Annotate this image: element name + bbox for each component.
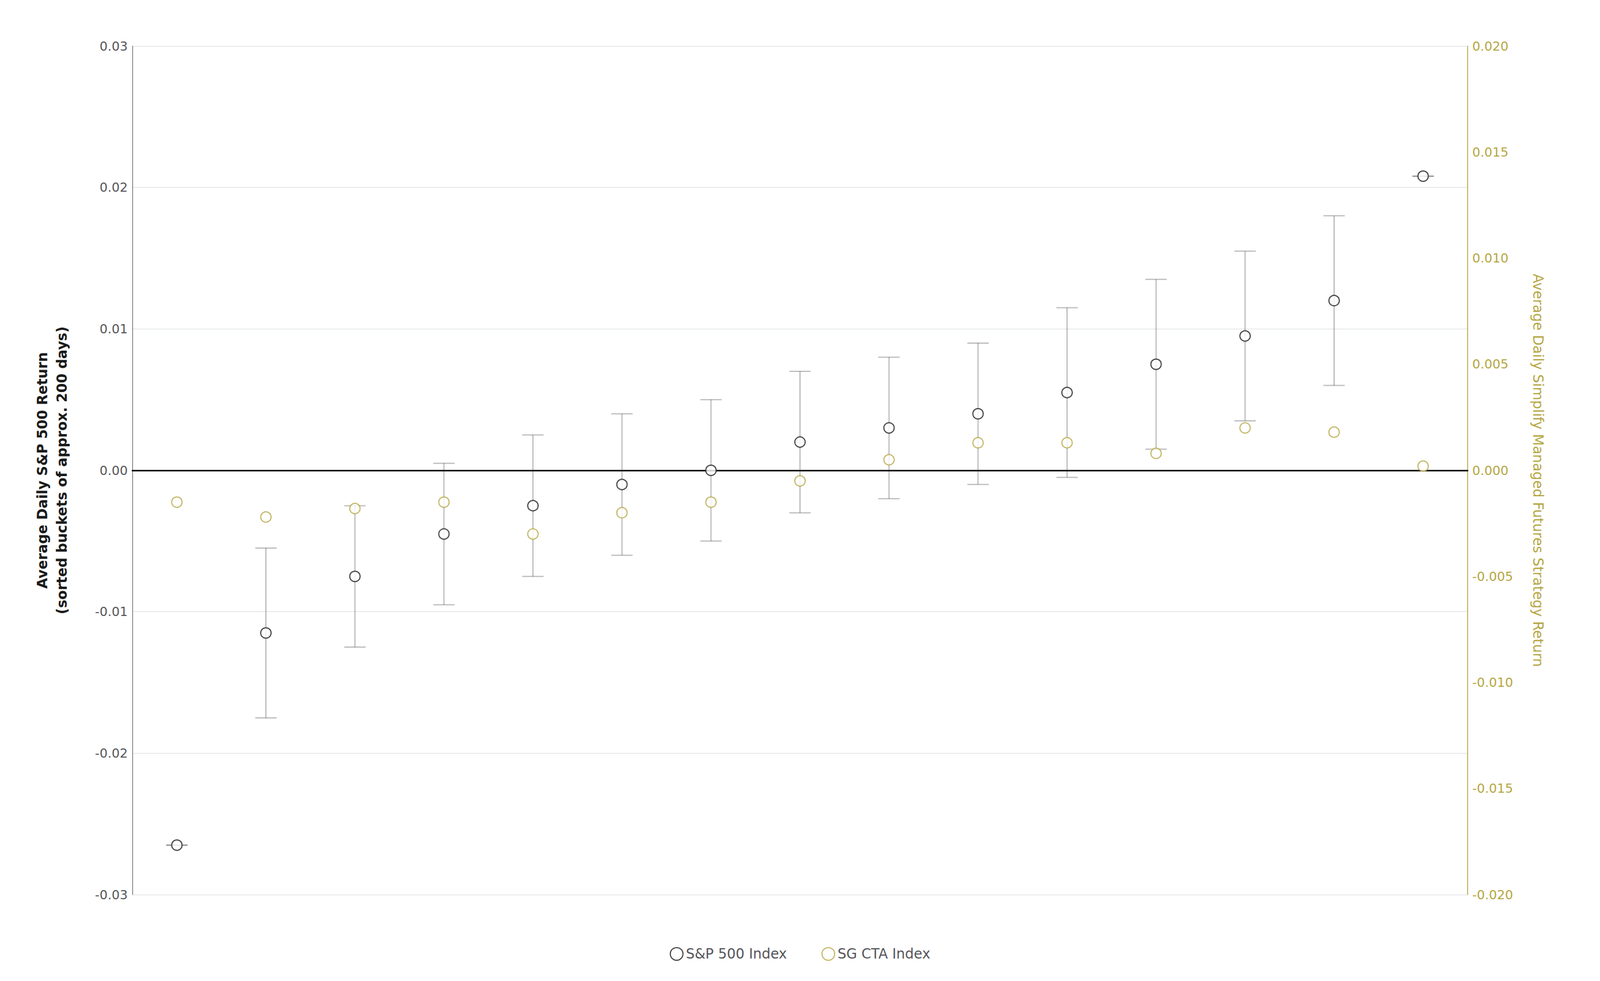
svg-text:0.01: 0.01 <box>99 321 128 337</box>
svg-text:-0.020: -0.020 <box>1472 887 1514 902</box>
svg-text:0.000: 0.000 <box>1472 463 1509 478</box>
svg-text:0.03: 0.03 <box>99 39 128 54</box>
svg-text:0.010: 0.010 <box>1472 250 1509 266</box>
svg-text:-0.01: -0.01 <box>94 604 128 619</box>
svg-text:Average Daily S&P 500 Return: Average Daily S&P 500 Return <box>34 352 51 589</box>
svg-text:-0.02: -0.02 <box>94 745 128 761</box>
svg-text:S&P 500 Index: S&P 500 Index <box>686 945 788 962</box>
svg-text:-0.010: -0.010 <box>1472 675 1514 690</box>
svg-text:SG CTA Index: SG CTA Index <box>837 945 931 962</box>
svg-text:0.00: 0.00 <box>99 463 128 478</box>
svg-text:-0.005: -0.005 <box>1472 569 1514 584</box>
svg-text:0.015: 0.015 <box>1472 145 1509 160</box>
svg-text:-0.015: -0.015 <box>1472 781 1514 796</box>
svg-text:-0.03: -0.03 <box>94 887 128 902</box>
svg-text:0.005: 0.005 <box>1472 356 1509 372</box>
svg-text:(sorted buckets of approx. 200: (sorted buckets of approx. 200 days) <box>54 326 71 615</box>
svg-text:0.02: 0.02 <box>99 180 128 195</box>
svg-text:0.020: 0.020 <box>1472 39 1509 54</box>
svg-text:Average Daily Simplify Managed: Average Daily Simplify Managed Futures S… <box>1529 273 1546 667</box>
